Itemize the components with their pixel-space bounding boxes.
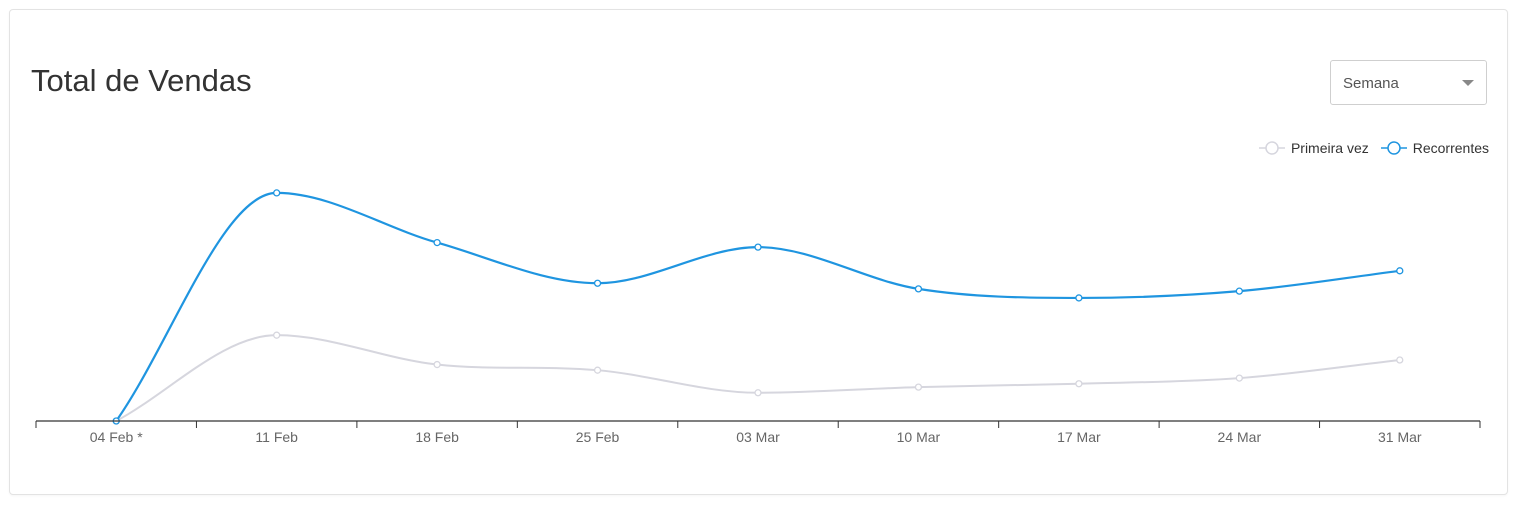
legend-item-recorrentes[interactable]: Recorrentes	[1380, 140, 1489, 156]
period-select-value: Semana	[1343, 75, 1399, 92]
chart-legend: Primeira vez Recorrentes	[1247, 140, 1489, 156]
legend-line-circle-icon	[1258, 141, 1285, 155]
legend-label-recorrentes: Recorrentes	[1412, 140, 1489, 156]
legend-label-primeira-vez: Primeira vez	[1290, 140, 1369, 156]
chart-title: Total de Vendas	[31, 63, 252, 98]
legend-line-circle-icon	[1380, 141, 1407, 155]
caret-down-icon	[1462, 80, 1474, 86]
period-select[interactable]: Semana	[1330, 60, 1487, 105]
legend-item-primeira-vez[interactable]: Primeira vez	[1258, 140, 1369, 156]
